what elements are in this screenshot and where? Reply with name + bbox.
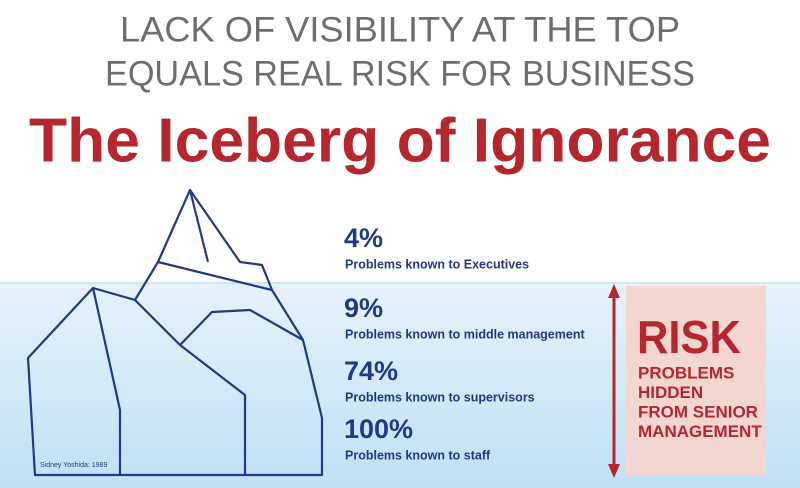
risk-title: RISK: [637, 311, 741, 363]
iceberg-edge: [188, 189, 210, 263]
level-label: Problems known to middle management: [345, 327, 585, 341]
level-label: Problems known to supervisors: [345, 390, 535, 404]
headline-line-1: LACK OF VISIBILITY AT THE TOP: [120, 10, 680, 49]
iceberg: Sidney Yoshida: 1989: [26, 188, 324, 477]
risk-arrow: [608, 284, 620, 478]
main-title: The Iceberg of Ignorance: [29, 106, 771, 175]
iceberg-edge: [157, 260, 273, 292]
headline-line-2: EQUALS REAL RISK FOR BUSINESS: [105, 54, 695, 93]
arrow-head: [608, 284, 620, 298]
level-percent: 100%: [344, 414, 413, 444]
iceberg-edge: [179, 308, 304, 346]
credit: Sidney Yoshida: 1989: [40, 462, 107, 469]
level-label: Problems known to staff: [345, 448, 491, 462]
level-percent: 74%: [344, 356, 398, 386]
risk-line: HIDDEN: [638, 383, 703, 402]
risk-box: [626, 286, 766, 476]
level-label: Problems known to Executives: [345, 257, 529, 271]
level-percent: 4%: [344, 223, 383, 253]
levels: 4% Problems known to Executives 9% Problems…: [344, 223, 585, 462]
risk-line: FROM SENIOR: [638, 402, 758, 421]
iceberg-edge: [134, 299, 247, 475]
level-percent: 9%: [344, 293, 383, 323]
iceberg-edge: [91, 287, 122, 475]
risk-line: PROBLEMS: [638, 363, 734, 382]
risk-line: MANAGEMENT: [638, 422, 762, 441]
arrow-head: [608, 464, 620, 478]
